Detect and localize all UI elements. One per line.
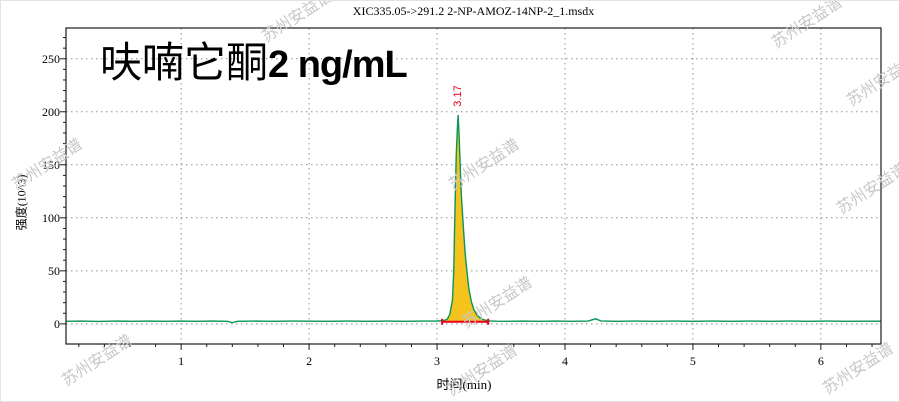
plot-border bbox=[65, 27, 882, 345]
xic-trace bbox=[65, 114, 881, 324]
compound-name: 呋喃它酮 bbox=[100, 41, 269, 87]
x-tick-label: 4 bbox=[561, 354, 568, 368]
y-tick-label: 200 bbox=[42, 104, 60, 119]
x-tick-label: 1 bbox=[178, 354, 185, 368]
x-tick-label: 3 bbox=[434, 354, 441, 368]
y-tick-label: 0 bbox=[54, 316, 60, 331]
chromatogram-title: XIC335.05->291.2 2-NP-AMOZ-14NP-2_1.msdx bbox=[352, 4, 595, 18]
x-tick-label: 5 bbox=[689, 354, 696, 368]
x-tick-label: 2 bbox=[306, 354, 313, 368]
x-axis-label: 时间(min) bbox=[436, 377, 492, 392]
y-tick-label: 100 bbox=[42, 210, 60, 225]
peak-fill-area bbox=[443, 115, 485, 322]
y-axis-label: 强度(10^3) bbox=[14, 174, 29, 231]
y-tick-label: 50 bbox=[48, 263, 60, 278]
sample-annotation: 呋喃它酮2 ng/mL bbox=[100, 29, 408, 90]
x-tick-label: 6 bbox=[817, 354, 824, 368]
y-tick-label: 150 bbox=[42, 157, 60, 172]
concentration-value: 2 ng/mL bbox=[268, 44, 408, 86]
y-tick-label: 250 bbox=[42, 51, 60, 66]
peak-rt-label: 3.17 bbox=[452, 85, 464, 107]
